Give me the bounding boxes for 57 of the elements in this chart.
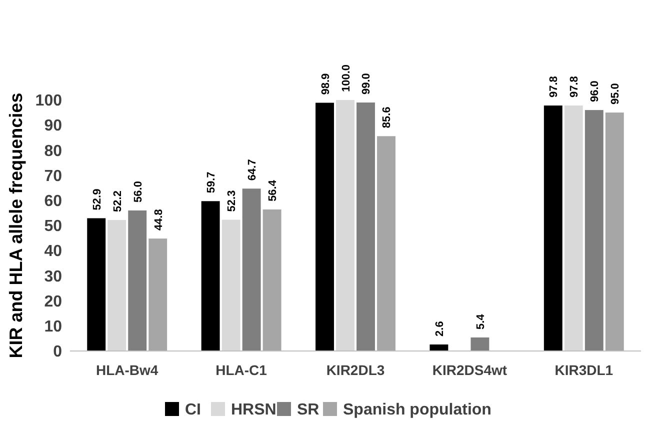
data-label: 99.0	[360, 73, 373, 95]
bar	[377, 136, 396, 351]
bar	[605, 112, 624, 351]
bar	[148, 238, 168, 351]
data-label: 64.7	[246, 159, 259, 181]
bar	[544, 106, 562, 351]
data-label: 52.9	[91, 188, 104, 210]
y-tick-label: 60	[44, 193, 62, 210]
bar	[87, 218, 106, 351]
data-label: 97.8	[568, 76, 581, 98]
y-tick-label: 20	[44, 293, 62, 310]
data-label: 85.6	[381, 106, 394, 128]
bar	[242, 188, 261, 351]
y-tick-label: 80	[44, 142, 62, 160]
data-label: 52.2	[112, 190, 124, 212]
data-label: 5.4	[474, 313, 487, 330]
bar	[430, 344, 448, 351]
x-tick-label: KIR2DS4wt	[432, 362, 508, 378]
data-label: 56.4	[267, 179, 280, 202]
data-label: 95.0	[610, 83, 622, 105]
data-label: 56.0	[132, 181, 144, 202]
data-label: 97.8	[548, 76, 560, 98]
legend-label: CI	[185, 402, 201, 419]
bar	[470, 337, 490, 351]
bar	[584, 110, 604, 351]
y-tick-label: 30	[44, 268, 62, 286]
y-tick-label: 50	[44, 218, 62, 236]
y-axis-title: KIR and HLA allele frequencies	[6, 92, 26, 358]
bar	[108, 220, 126, 351]
data-label: 59.7	[206, 172, 218, 194]
data-label: 98.9	[320, 73, 332, 95]
legend-label: Spanish population	[343, 402, 492, 419]
data-label: 96.0	[589, 80, 602, 102]
data-label: 2.6	[434, 321, 446, 336]
bar	[356, 102, 375, 351]
y-tick-label: 70	[44, 168, 62, 185]
data-label: 44.8	[152, 209, 165, 231]
bar	[336, 100, 354, 351]
y-tick-label: 0	[53, 344, 62, 361]
y-tick-label: 40	[44, 243, 62, 260]
bar	[564, 106, 583, 351]
y-tick-label: 100	[35, 92, 62, 110]
x-tick-label: KIR2DL3	[326, 362, 385, 378]
y-tick-label: 10	[44, 318, 62, 336]
legend-label: SR	[297, 402, 320, 419]
data-label: 100.0	[340, 64, 352, 92]
bar	[128, 210, 147, 351]
x-tick-label: HLA-C1	[216, 362, 268, 378]
y-tick-label: 90	[44, 118, 62, 135]
bar	[262, 209, 282, 351]
legend-label: HRSN	[231, 402, 276, 419]
data-label: 52.3	[226, 190, 238, 212]
x-tick-label: HLA-Bw4	[96, 362, 158, 378]
bar	[222, 220, 240, 351]
x-tick-label: KIR3DL1	[554, 362, 614, 378]
bar	[316, 102, 334, 351]
bar	[201, 201, 220, 351]
